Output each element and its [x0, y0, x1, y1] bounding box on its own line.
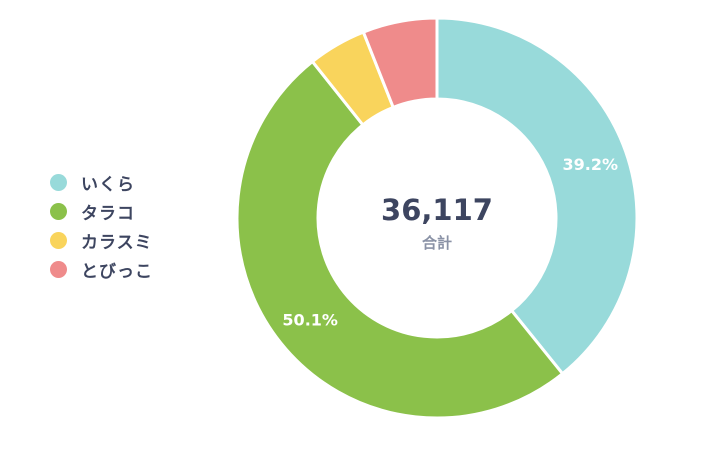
data-label-tarako: 50.1% — [282, 311, 338, 330]
legend-item-tarako[interactable]: タラコ — [50, 197, 210, 226]
legend-swatch-ikura — [50, 174, 67, 191]
legend-item-karasumi[interactable]: カラスミ — [50, 226, 210, 255]
legend: いくら タラコ カラスミ とびっこ — [50, 168, 210, 284]
legend-label-ikura: いくら — [81, 175, 135, 195]
slice-tobikko[interactable] — [361, 16, 439, 109]
slice-tarako[interactable] — [235, 60, 565, 420]
legend-label-tarako: タラコ — [81, 204, 135, 224]
slice-ikura[interactable] — [435, 16, 639, 376]
legend-item-tobikko[interactable]: とびっこ — [50, 255, 210, 284]
legend-label-tobikko: とびっこ — [81, 262, 153, 282]
center-total-label: 合計 — [421, 234, 452, 252]
legend-swatch-tobikko — [50, 261, 67, 278]
legend-swatch-tarako — [50, 203, 67, 220]
legend-item-ikura[interactable]: いくら — [50, 168, 210, 197]
center-total-value: 36,117 — [381, 193, 493, 227]
data-label-ikura: 39.2% — [562, 155, 618, 174]
donut-slices — [235, 16, 639, 420]
legend-swatch-karasumi — [50, 232, 67, 249]
legend-label-karasumi: カラスミ — [81, 233, 153, 253]
donut-data-labels: 39.2% 50.1% — [282, 155, 618, 330]
